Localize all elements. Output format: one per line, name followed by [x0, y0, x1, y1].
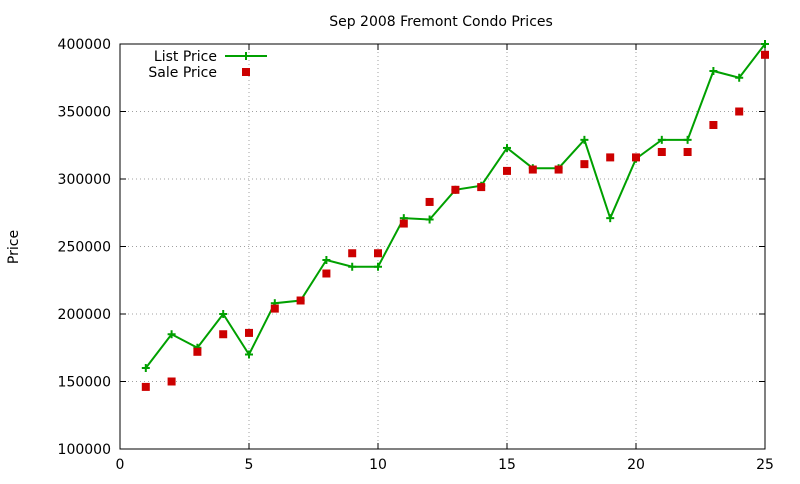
data-point-sale-price: [632, 153, 640, 162]
y-tick-label: 100000: [58, 442, 111, 458]
x-tick-label: 10: [369, 457, 387, 473]
data-point-sale-price: [657, 148, 666, 156]
data-point-sale-price: [348, 249, 357, 258]
data-point-list-price: [374, 262, 382, 271]
data-point-sale-price: [683, 148, 692, 156]
data-point-sale-price: [167, 377, 176, 386]
x-tick-label: 5: [245, 457, 254, 473]
series: [141, 40, 769, 391]
legend-item-list-price: List Price: [154, 49, 267, 65]
data-point-sale-price: [451, 185, 460, 194]
y-tick-label: 400000: [58, 37, 111, 53]
data-point-sale-price: [528, 165, 537, 174]
chart-title: Sep 2008 Fremont Condo Prices: [329, 14, 553, 30]
data-point-sale-price: [219, 330, 228, 339]
data-point-list-price: [348, 262, 357, 271]
data-point-list-price: [657, 135, 666, 144]
data-point-sale-price: [477, 183, 486, 192]
data-point-sale-price: [399, 219, 408, 228]
data-point-sale-price: [374, 249, 382, 258]
y-tick-label: 250000: [58, 240, 111, 256]
legend-item-sale-price: Sale Price: [148, 65, 250, 81]
legend-label-sale-price: Sale Price: [148, 65, 217, 81]
data-point-list-price: [141, 364, 150, 372]
data-point-list-price: [683, 135, 692, 144]
x-tick-label: 20: [627, 457, 645, 473]
grid: [120, 44, 765, 449]
data-point-list-price: [761, 40, 769, 48]
series-line-list-price: [145, 43, 766, 369]
data-point-sale-price: [606, 153, 615, 162]
data-point-sale-price: [554, 165, 563, 174]
series-sale-price: [141, 50, 769, 391]
data-point-sale-price: [580, 160, 589, 169]
data-point-list-price: [580, 135, 589, 144]
legend-marker-list-price: [242, 52, 250, 60]
data-point-list-price: [709, 67, 718, 75]
data-point-sale-price: [709, 121, 718, 129]
data-point-sale-price: [296, 296, 305, 305]
y-tick-label: 300000: [58, 172, 111, 188]
data-point-list-price: [425, 215, 434, 224]
x-tick-label: 0: [116, 457, 125, 473]
y-axis-label: Price: [6, 230, 22, 264]
data-point-list-price: [503, 143, 511, 152]
x-tick-label: 25: [756, 457, 774, 473]
data-point-list-price: [606, 214, 615, 223]
data-point-sale-price: [761, 50, 769, 59]
data-point-list-price: [167, 330, 176, 339]
axes: 0 5 10 15 20 25 100000 150000 200000 250000 300000…: [58, 37, 774, 473]
data-point-sale-price: [425, 197, 434, 206]
y-tick-label: 150000: [58, 375, 111, 391]
y-tick-label: 350000: [58, 105, 111, 121]
series-list-price: [141, 40, 769, 372]
data-point-sale-price: [735, 107, 744, 116]
data-point-list-price: [245, 350, 253, 359]
data-point-sale-price: [503, 166, 511, 175]
legend-label-list-price: List Price: [154, 49, 217, 65]
data-point-sale-price: [193, 347, 202, 356]
legend-swatch-sale-price: [242, 68, 250, 76]
y-tick-label: 200000: [58, 307, 111, 323]
data-point-sale-price: [245, 328, 253, 337]
data-point-list-price: [219, 310, 228, 318]
data-point-list-price: [322, 256, 331, 264]
data-point-list-price: [735, 73, 744, 82]
data-point-sale-price: [141, 382, 150, 391]
x-tick-label: 15: [498, 457, 516, 473]
data-point-sale-price: [322, 269, 331, 278]
data-point-sale-price: [270, 304, 279, 313]
